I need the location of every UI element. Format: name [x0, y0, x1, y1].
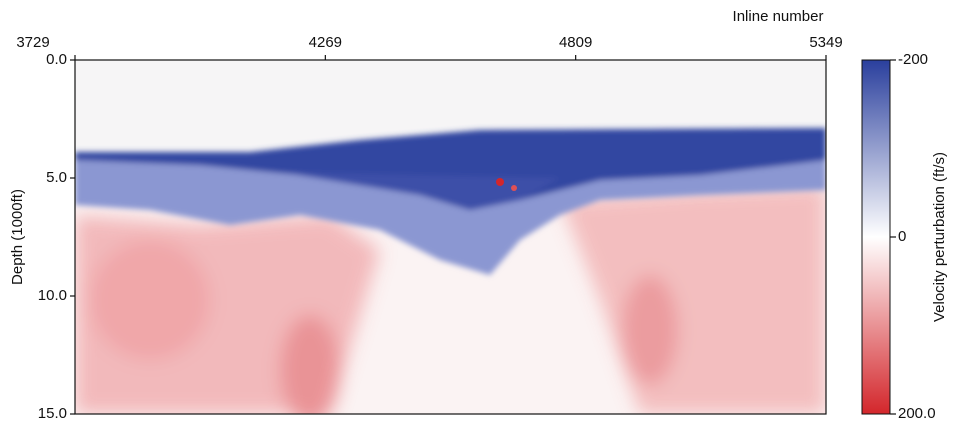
- x-tick-label: 3729: [16, 34, 49, 51]
- y-tick-label: 15.0: [38, 405, 67, 422]
- y-tick-label: 10.0: [38, 287, 67, 304]
- colorbar-tick-label: 200.0: [898, 405, 936, 422]
- y-tick-label: 0.0: [46, 51, 67, 68]
- colorbar-tick-label: -200: [898, 51, 928, 68]
- heatmap-image: [75, 60, 826, 414]
- y-tick-label: 5.0: [46, 169, 67, 186]
- x-tick-label: 4269: [309, 34, 342, 51]
- y-axis-label: Depth (1000ft): [9, 189, 26, 285]
- x-tick-label: 5349: [809, 34, 842, 51]
- x-tick-label: 4809: [559, 34, 592, 51]
- colorbar-label: Velocity perturbation (ft/s): [931, 152, 948, 322]
- colorbar-tick-label: 0: [898, 228, 906, 245]
- colorbar: [861, 59, 891, 415]
- plot-frame: [74, 59, 827, 415]
- x-axis-label: Inline number: [733, 8, 824, 25]
